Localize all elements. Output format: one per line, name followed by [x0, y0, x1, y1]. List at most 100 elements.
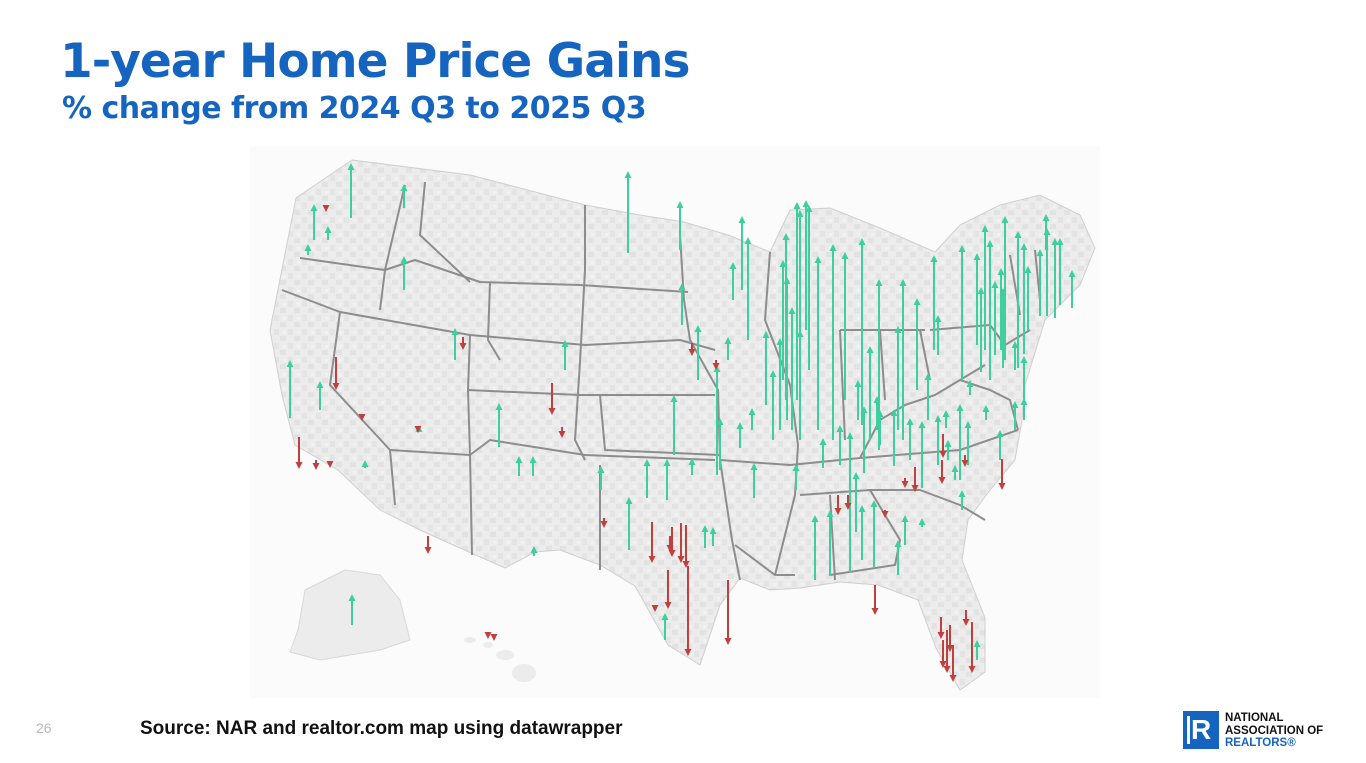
gain-arrow: [826, 510, 834, 576]
gain-arrow: [1020, 356, 1028, 400]
gain-arrow: [866, 346, 874, 440]
gain-arrow: [304, 244, 312, 255]
gain-arrow: [997, 268, 1005, 350]
gain-arrow: [316, 381, 324, 410]
gain-arrow: [811, 515, 819, 580]
decline-arrow: [332, 357, 340, 390]
slide-title: 1-year Home Price Gains: [60, 34, 690, 89]
gain-arrow: [852, 472, 860, 532]
gain-arrow: [776, 338, 784, 430]
decline-arrow: [414, 426, 422, 433]
gain-arrow: [918, 421, 926, 488]
decline-arrow: [937, 617, 945, 639]
decline-arrow: [322, 205, 330, 212]
gain-arrow: [876, 410, 884, 445]
gain-arrow: [958, 490, 966, 510]
decline-arrow: [668, 527, 676, 557]
gain-arrow: [991, 281, 999, 355]
decline-arrow: [834, 495, 842, 515]
decline-arrow: [901, 478, 909, 488]
gain-arrow: [661, 613, 669, 640]
decline-arrow: [484, 632, 492, 639]
map-svg: [269, 159, 1096, 691]
gain-arrow: [1020, 243, 1028, 354]
gain-arrow: [1011, 401, 1019, 430]
gain-arrow: [1068, 270, 1076, 308]
gain-arrow: [713, 365, 721, 475]
gain-arrow: [400, 256, 408, 290]
decline-arrow: [949, 645, 957, 682]
decline-arrow: [664, 570, 672, 609]
gain-arrow: [964, 421, 972, 465]
gain-arrow: [858, 505, 866, 560]
gain-arrow: [1001, 216, 1009, 360]
gain-arrow: [643, 459, 651, 498]
gain-arrow: [1011, 341, 1019, 370]
decline-arrow: [459, 337, 467, 350]
gain-arrow: [802, 200, 810, 330]
gain-arrow: [899, 279, 907, 440]
gain-arrow: [361, 460, 369, 468]
decline-arrow: [682, 525, 690, 568]
decline-arrow: [490, 634, 498, 641]
us-home-price-map: [250, 146, 1100, 698]
gain-arrow: [901, 515, 909, 545]
gain-arrow: [934, 415, 942, 465]
gain-arrow: [805, 205, 813, 370]
nar-logo: R NATIONAL ASSOCIATION OF REALTORS®: [1183, 711, 1343, 751]
decline-arrow: [688, 343, 696, 356]
realtor-r-logo-icon: R: [1183, 711, 1219, 749]
gain-arrow: [906, 418, 914, 460]
gain-arrow: [944, 440, 952, 460]
decline-arrow: [600, 518, 608, 528]
gain-arrow: [966, 380, 974, 395]
decline-arrow: [558, 427, 566, 438]
gain-arrow: [858, 238, 866, 425]
logo-line-3: REALTORS®: [1225, 737, 1296, 749]
gain-arrow: [310, 204, 318, 240]
decline-arrow: [998, 459, 1006, 490]
gain-arrow: [913, 298, 921, 390]
gain-arrow: [678, 283, 686, 325]
gain-arrow: [870, 500, 878, 568]
source-note: Source: NAR and realtor.com map using da…: [140, 718, 623, 739]
gain-arrow: [1014, 231, 1022, 368]
gain-arrow: [973, 640, 981, 660]
gain-arrow: [400, 184, 408, 208]
gain-arrow: [709, 527, 717, 546]
gain-arrow: [688, 458, 696, 475]
decline-arrow: [939, 640, 947, 668]
gain-arrow: [981, 225, 989, 350]
decline-arrow: [684, 566, 692, 656]
gain-arrow: [873, 396, 881, 430]
gain-arrow: [451, 328, 459, 360]
gain-arrow: [530, 546, 538, 556]
decline-arrow: [946, 625, 954, 652]
gain-arrow: [724, 337, 732, 360]
gain-arrow: [793, 202, 801, 400]
decline-arrow: [326, 461, 334, 468]
gain-arrow: [716, 418, 724, 470]
gain-arrow: [561, 340, 569, 370]
gain-arrow: [890, 409, 898, 466]
gain-arrow: [670, 395, 678, 455]
gain-arrow: [529, 456, 537, 476]
decline-arrow: [648, 522, 656, 563]
logo-wordmark: NATIONAL ASSOCIATION OF REALTORS®: [1225, 712, 1323, 750]
gain-arrow: [951, 465, 959, 480]
gain-arrow: [624, 171, 632, 253]
decline-arrow: [938, 460, 946, 484]
contiguous-us-landmass: [269, 159, 1096, 691]
page-number: 26: [36, 720, 52, 736]
decline-arrow: [312, 460, 320, 470]
decline-arrow: [712, 360, 720, 370]
gain-arrow: [1020, 398, 1028, 420]
decline-arrow: [424, 536, 432, 554]
gain-arrow: [515, 456, 523, 476]
gain-arrow: [977, 287, 985, 372]
gain-arrow: [750, 463, 758, 498]
gain-arrow: [986, 240, 994, 380]
gain-arrow: [744, 237, 752, 340]
gain-arrow: [836, 425, 844, 465]
gain-arrow: [286, 360, 294, 418]
